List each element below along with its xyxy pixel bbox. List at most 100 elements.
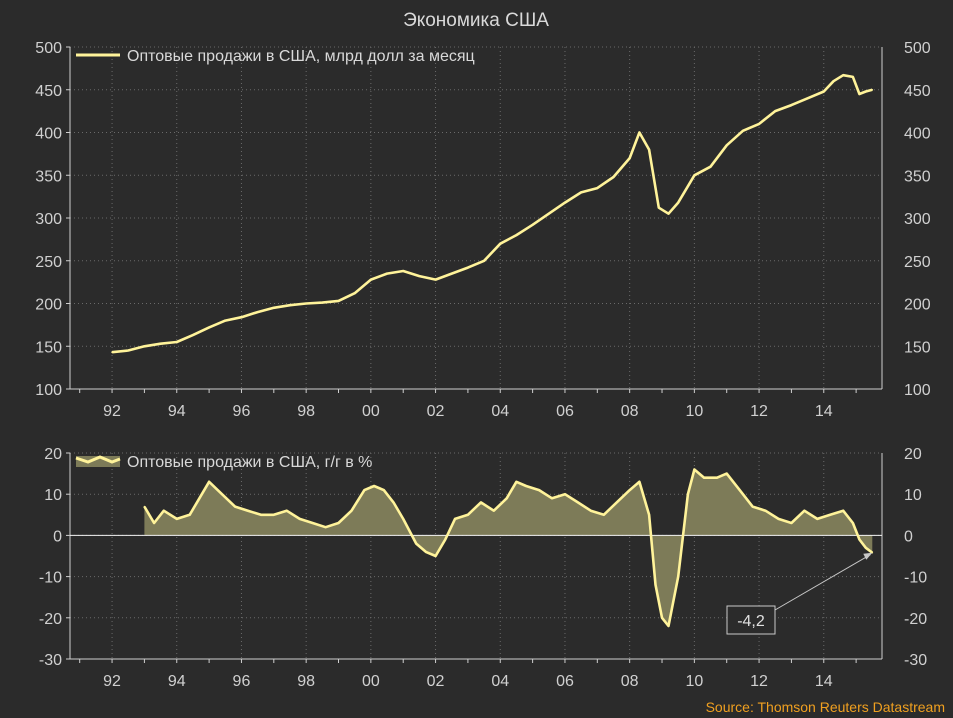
data-point-48 xyxy=(842,74,844,77)
data-point-19 xyxy=(418,275,421,277)
data-point-3 xyxy=(175,518,178,520)
data-point-51 xyxy=(865,90,867,93)
data-point-58 xyxy=(803,509,806,512)
y-tick-left-0: -30 xyxy=(39,652,62,669)
data-point-5 xyxy=(198,497,201,500)
data-point-30 xyxy=(596,187,599,189)
y-tick-right-4: 10 xyxy=(904,487,922,504)
data-point-10 xyxy=(273,306,275,309)
x-tick-3: 98 xyxy=(297,403,315,420)
legend-swatch-line xyxy=(75,455,121,464)
data-point-7 xyxy=(221,493,223,496)
data-point-25 xyxy=(434,555,437,557)
y-tick-left-2: 200 xyxy=(35,297,62,314)
y-tick-right-0: 100 xyxy=(904,382,931,399)
data-point-38 xyxy=(693,174,696,177)
data-point-16 xyxy=(337,522,340,524)
data-point-40 xyxy=(725,144,728,147)
data-point-9 xyxy=(256,311,259,313)
data-point-18 xyxy=(402,270,405,272)
data-point-33 xyxy=(638,131,641,134)
data-point-35 xyxy=(551,497,553,500)
data-point-27 xyxy=(454,518,456,520)
data-point-53 xyxy=(738,489,741,491)
data-point-45 xyxy=(661,617,663,619)
data-point-20 xyxy=(434,278,437,281)
legend-label: Оптовые продажи в США, млрд долл за меся… xyxy=(127,48,475,65)
x-tick-10: 12 xyxy=(750,403,768,420)
data-point-31 xyxy=(505,497,508,500)
data-point-0 xyxy=(143,505,146,508)
data-point-16 xyxy=(370,278,372,281)
x-tick-11: 14 xyxy=(815,673,833,690)
data-point-37 xyxy=(577,501,579,504)
data-point-21 xyxy=(392,501,395,504)
x-tick-6: 04 xyxy=(491,403,509,420)
y-tick-left-3: 250 xyxy=(35,254,62,271)
data-point-33 xyxy=(525,485,527,487)
data-point-23 xyxy=(415,542,417,545)
x-tick-2: 96 xyxy=(233,673,251,690)
y-tick-right-2: 200 xyxy=(904,297,931,314)
data-point-14 xyxy=(337,300,340,302)
y-tick-left-5: 20 xyxy=(44,446,62,463)
y-tick-right-1: -20 xyxy=(904,611,927,628)
series-area xyxy=(144,469,873,626)
data-point-8 xyxy=(240,316,243,318)
data-point-46 xyxy=(822,90,825,93)
x-tick-10: 12 xyxy=(750,673,768,690)
data-point-36 xyxy=(564,493,566,496)
x-tick-6: 04 xyxy=(491,673,509,690)
x-tick-5: 02 xyxy=(427,673,445,690)
y-tick-left-6: 400 xyxy=(35,126,62,143)
annotation-arrowhead xyxy=(863,552,873,560)
data-point-47 xyxy=(677,575,679,578)
series-line xyxy=(143,468,874,628)
x-tick-7: 06 xyxy=(556,673,574,690)
annotation-leader xyxy=(774,554,871,611)
data-point-13 xyxy=(321,301,324,304)
x-tick-11: 14 xyxy=(815,403,833,420)
chart-title: Экономика США xyxy=(403,10,549,31)
series-line xyxy=(111,73,873,354)
x-tick-8: 08 xyxy=(621,403,639,420)
data-point-11 xyxy=(273,514,275,516)
y-tick-right-2: -10 xyxy=(904,570,927,587)
data-point-11 xyxy=(289,304,291,307)
data-point-38 xyxy=(590,509,592,512)
data-point-0 xyxy=(111,351,113,354)
y-tick-left-7: 450 xyxy=(35,83,62,100)
data-point-4 xyxy=(188,514,191,516)
annotation-label: -4,2 xyxy=(737,613,765,630)
data-point-43 xyxy=(774,110,777,112)
data-point-23 xyxy=(483,259,485,262)
x-tick-0: 92 xyxy=(103,403,121,420)
data-point-6 xyxy=(208,481,210,483)
x-tick-7: 06 xyxy=(556,403,574,420)
data-point-4 xyxy=(175,341,178,343)
source-label: Source: Thomson Reuters Datastream xyxy=(706,699,945,715)
y-tick-left-2: -10 xyxy=(39,570,62,587)
data-point-43 xyxy=(648,514,650,516)
y-tick-left-8: 500 xyxy=(35,40,62,57)
data-point-7 xyxy=(224,319,227,322)
data-point-54 xyxy=(751,505,754,508)
y-tick-right-1: 150 xyxy=(904,339,931,356)
data-point-42 xyxy=(758,123,760,125)
x-tick-9: 10 xyxy=(685,403,703,420)
data-point-22 xyxy=(467,266,469,269)
data-point-61 xyxy=(842,509,844,512)
data-point-15 xyxy=(353,292,356,295)
x-tick-5: 02 xyxy=(427,403,445,420)
data-point-39 xyxy=(602,514,605,516)
x-tick-8: 08 xyxy=(621,673,639,690)
y-tick-right-7: 450 xyxy=(904,83,931,100)
data-point-19 xyxy=(373,485,375,487)
data-point-34 xyxy=(648,148,650,151)
data-point-12 xyxy=(285,509,288,512)
data-point-21 xyxy=(450,272,453,275)
data-point-17 xyxy=(386,272,388,275)
data-point-46 xyxy=(667,625,670,627)
y-tick-left-1: -20 xyxy=(39,611,62,628)
data-point-29 xyxy=(580,191,582,194)
